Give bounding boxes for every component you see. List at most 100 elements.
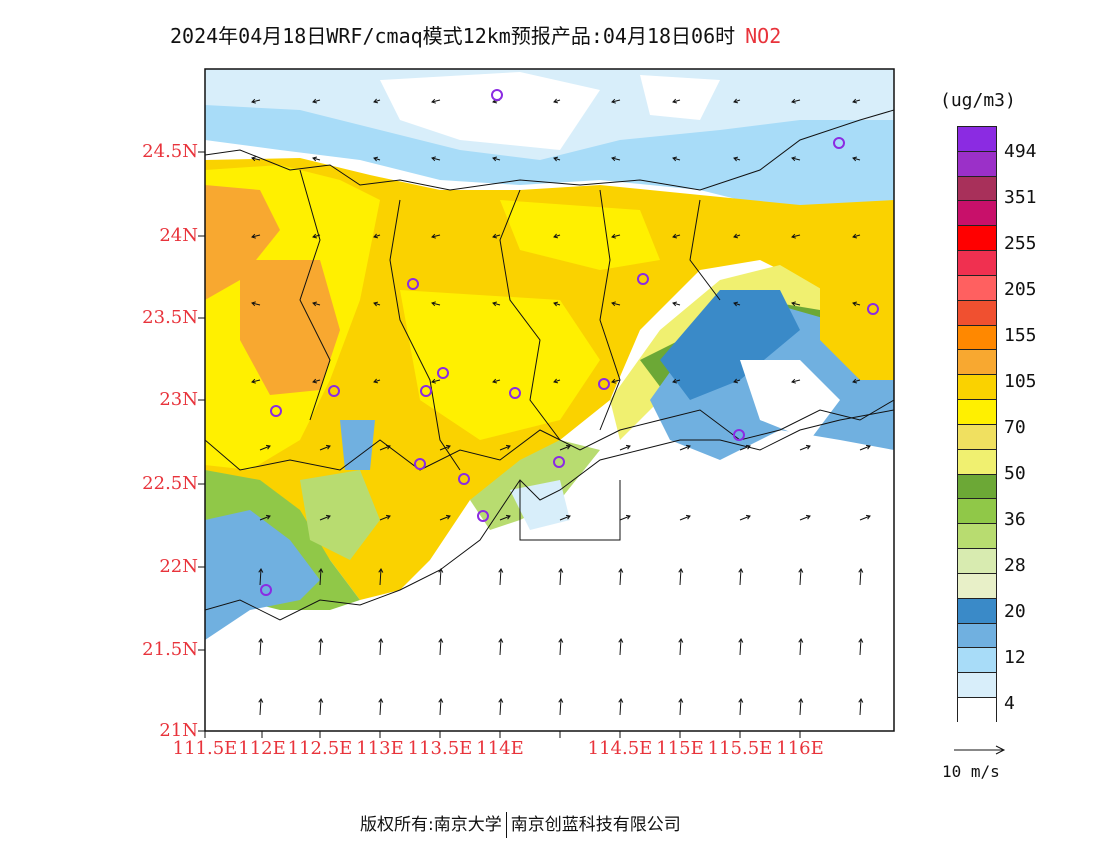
wind-vector — [431, 234, 441, 238]
wind-vector-head — [378, 698, 384, 703]
wind-vector-head — [565, 444, 571, 450]
wind-vector — [259, 638, 262, 656]
legend-color-cell — [958, 151, 996, 177]
legend-label: 28 — [1004, 555, 1026, 576]
wind-vector-head — [852, 156, 857, 162]
wind-vector-head — [258, 698, 264, 703]
wind-vector-head — [611, 378, 616, 384]
legend-color-cell — [958, 201, 996, 227]
wind-vector — [259, 698, 262, 716]
color-legend — [957, 126, 997, 723]
vector-reference-label: 10 m/s — [942, 762, 1000, 781]
wind-vector-head — [618, 568, 624, 573]
wind-vector — [319, 568, 322, 586]
wind-vector-head — [852, 301, 857, 307]
wind-vector-head — [385, 514, 391, 520]
wind-vector-head — [672, 233, 677, 239]
wind-vector — [553, 99, 561, 103]
wind-vector — [791, 234, 801, 238]
wind-vector-head — [378, 568, 384, 573]
lat-label: 21.5N — [142, 639, 198, 660]
wind-vector — [373, 379, 381, 383]
wind-vector-head — [498, 638, 504, 643]
wind-vector — [852, 302, 861, 306]
wind-vector-head — [558, 568, 564, 573]
legend-color-cell — [958, 573, 996, 599]
legend-color-cell — [958, 524, 996, 550]
wind-vector — [251, 379, 261, 383]
lon-label: 113E — [356, 738, 404, 759]
legend-color-cell — [958, 673, 996, 699]
wind-vector-head — [791, 378, 796, 384]
legend-label: 351 — [1004, 187, 1037, 208]
wind-vector — [492, 379, 501, 383]
wind-vector-head — [745, 514, 751, 520]
legend-color-cell — [958, 648, 996, 674]
wind-vector — [251, 157, 261, 161]
wind-vector — [439, 638, 442, 656]
legend-label: 36 — [1004, 509, 1026, 530]
wind-vector — [799, 638, 802, 656]
wind-vector-head — [553, 98, 559, 104]
wind-vector — [492, 302, 501, 306]
wind-vector — [431, 302, 441, 306]
wind-vector — [859, 515, 871, 521]
wind-vector-head — [251, 301, 256, 307]
wind-vector-head — [505, 444, 511, 450]
wind-vector-head — [791, 156, 796, 162]
station-markers — [260, 89, 879, 596]
wind-vector-head — [852, 378, 857, 384]
wind-vector — [319, 515, 331, 521]
wind-vector — [619, 638, 622, 656]
wind-vector-head — [611, 233, 616, 239]
wind-vector — [559, 515, 571, 521]
map-title: 2024年04月18日WRF/cmaq模式12km预报产品:04月18日06时 N… — [170, 20, 930, 50]
wind-vector-head — [678, 638, 684, 643]
copyright-right: 南京创蓝科技有限公司 — [510, 815, 681, 835]
wind-vector-head — [438, 568, 444, 573]
wind-vector-head — [318, 638, 324, 643]
wind-vector — [611, 302, 621, 306]
lat-label: 24.5N — [142, 141, 198, 162]
wind-vector-head — [378, 638, 384, 643]
wind-vector — [559, 568, 562, 586]
wind-vector-head — [733, 98, 739, 104]
wind-vector — [379, 698, 382, 716]
wind-vector — [373, 234, 381, 238]
wind-vector — [379, 638, 382, 656]
legend-label: 4 — [1004, 693, 1015, 714]
footer-separator — [505, 812, 507, 838]
legend-label: 155 — [1004, 325, 1037, 346]
wind-vector — [439, 515, 451, 521]
wind-vector — [679, 638, 682, 656]
wind-vector — [251, 99, 261, 103]
legend-color-cell — [958, 424, 996, 450]
wind-vector-head — [431, 378, 436, 384]
wind-vector-head — [553, 378, 559, 384]
wind-vector — [312, 99, 321, 103]
legend-color-cell — [958, 449, 996, 475]
wind-vector-head — [738, 638, 744, 643]
lat-label: 23N — [159, 389, 198, 410]
legend-color-cell — [958, 549, 996, 574]
wind-vector-head — [791, 233, 796, 239]
wind-vector-head — [738, 698, 744, 703]
wind-vector-head — [431, 98, 436, 104]
wind-vector — [431, 379, 441, 383]
wind-vector — [859, 445, 871, 451]
wind-vector-head — [858, 568, 864, 573]
wind-vector — [379, 445, 391, 451]
legend-color-cell — [958, 176, 996, 202]
wind-vector-head — [251, 233, 256, 239]
wind-vector — [553, 302, 561, 306]
lon-label: 114.5E — [587, 738, 653, 759]
legend-color-cell — [958, 350, 996, 376]
wind-vector — [312, 157, 321, 161]
legend-color-cell — [958, 598, 996, 624]
lon-label: 112E — [238, 738, 286, 759]
wind-vector-head — [798, 568, 804, 573]
legend-label: 205 — [1004, 279, 1037, 300]
wind-vector — [611, 234, 621, 238]
legend-color-cell — [958, 698, 996, 723]
wind-vector-head — [258, 638, 264, 643]
